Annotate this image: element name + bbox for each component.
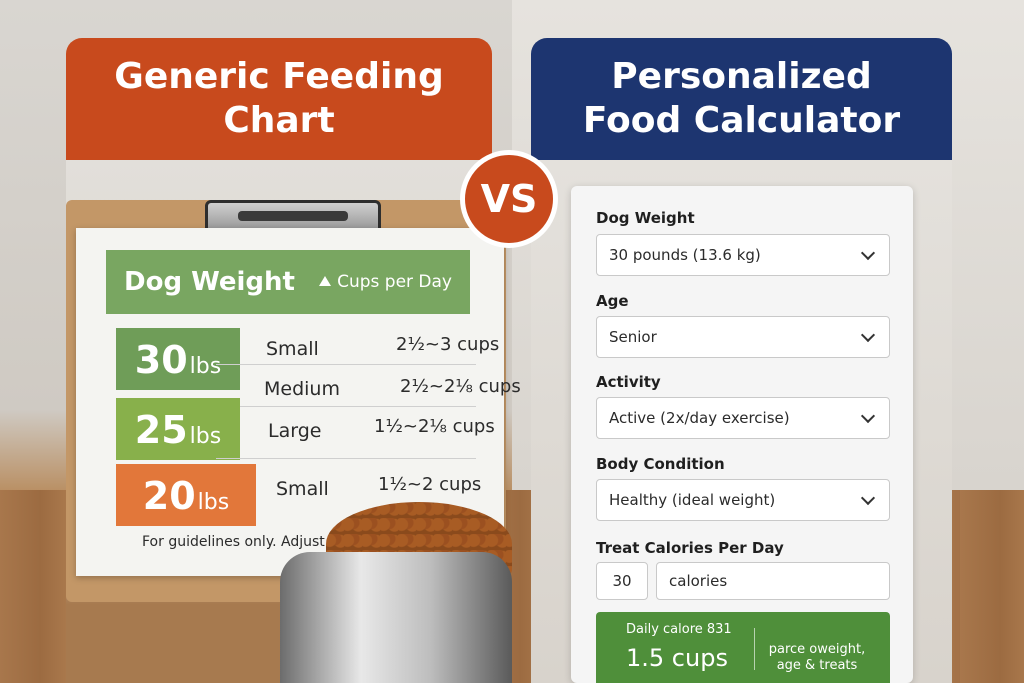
chart-header-weight: Dog Weight xyxy=(124,267,295,297)
treat-calories-unit: calories xyxy=(656,562,890,600)
age-select[interactable]: Senior xyxy=(596,316,890,358)
dog-bowl xyxy=(280,552,512,683)
chart-row: Medium 2½~2⅛ cups xyxy=(116,368,521,430)
treat-calories-label: Treat Calories Per Day xyxy=(596,539,784,557)
activity-value: Active (2x/day exercise) xyxy=(609,409,790,427)
age-label: Age xyxy=(596,292,629,310)
arrow-up-icon xyxy=(319,276,332,286)
cups-value: 1½~2⅛ cups xyxy=(374,416,495,437)
weight-value: 25 xyxy=(134,408,188,452)
generic-chart-header: Generic Feeding Chart xyxy=(66,38,492,160)
weight-badge: 20 lbs xyxy=(116,464,256,526)
chart-row: 20 lbs Small 1½~2 cups xyxy=(116,464,481,526)
weight-unit: lbs xyxy=(189,424,222,449)
cups-value: 2½~2⅛ cups xyxy=(400,376,521,397)
activity-label: Activity xyxy=(596,373,661,391)
chevron-down-icon xyxy=(860,408,876,423)
body-condition-label: Body Condition xyxy=(596,455,725,473)
row-divider xyxy=(216,458,476,459)
weight-badge: 25 lbs xyxy=(116,398,240,460)
chart-header-cups-label: Cups per Day xyxy=(337,272,452,292)
feeding-chart-header-row: Dog Weight Cups per Day xyxy=(106,250,470,314)
chart-row: 30 lbs Small 2½~3 cups xyxy=(116,328,499,390)
generic-chart-title: Generic Feeding Chart xyxy=(114,56,444,141)
result-divider xyxy=(754,628,755,670)
chart-row: 25 lbs Large 1½~2⅛ cups xyxy=(116,398,495,460)
result-box: Daily calore 831 1.5 cups parce oweight,… xyxy=(596,612,890,683)
chevron-down-icon xyxy=(860,490,876,505)
daily-calories: Daily calore 831 xyxy=(626,622,732,637)
vs-badge: VS xyxy=(460,150,558,248)
result-note: parce oweight, age & treats xyxy=(768,642,866,673)
row-divider xyxy=(216,406,476,407)
body-condition-value: Healthy (ideal weight) xyxy=(609,491,776,509)
treat-calories-input[interactable]: 30 xyxy=(596,562,648,600)
dog-weight-select[interactable]: 30 pounds (13.6 kg) xyxy=(596,234,890,276)
row-divider xyxy=(216,364,476,365)
weight-value: 30 xyxy=(134,338,188,382)
weight-value: 20 xyxy=(142,474,196,518)
daily-cups: 1.5 cups xyxy=(626,644,728,672)
clip-bar xyxy=(238,211,348,221)
weight-unit: lbs xyxy=(189,354,222,379)
body-condition-select[interactable]: Healthy (ideal weight) xyxy=(596,479,890,521)
cups-value: 2½~3 cups xyxy=(396,334,500,355)
dog-weight-label: Dog Weight xyxy=(596,209,695,227)
size-label: Medium xyxy=(264,378,340,400)
chevron-down-icon xyxy=(860,327,876,342)
size-label: Small xyxy=(266,338,319,360)
dog-weight-value: 30 pounds (13.6 kg) xyxy=(609,246,761,264)
calculator-header: Personalized Food Calculator xyxy=(531,38,952,160)
chevron-down-icon xyxy=(860,245,876,260)
age-value: Senior xyxy=(609,328,657,346)
chart-header-cups: Cups per Day xyxy=(319,272,452,292)
weight-badge: 30 lbs xyxy=(116,328,240,390)
cups-value: 1½~2 cups xyxy=(378,474,482,495)
size-label: Small xyxy=(276,478,329,500)
weight-unit: lbs xyxy=(197,490,230,515)
size-label: Large xyxy=(268,420,322,442)
activity-select[interactable]: Active (2x/day exercise) xyxy=(596,397,890,439)
calculator-title: Personalized Food Calculator xyxy=(582,56,901,141)
